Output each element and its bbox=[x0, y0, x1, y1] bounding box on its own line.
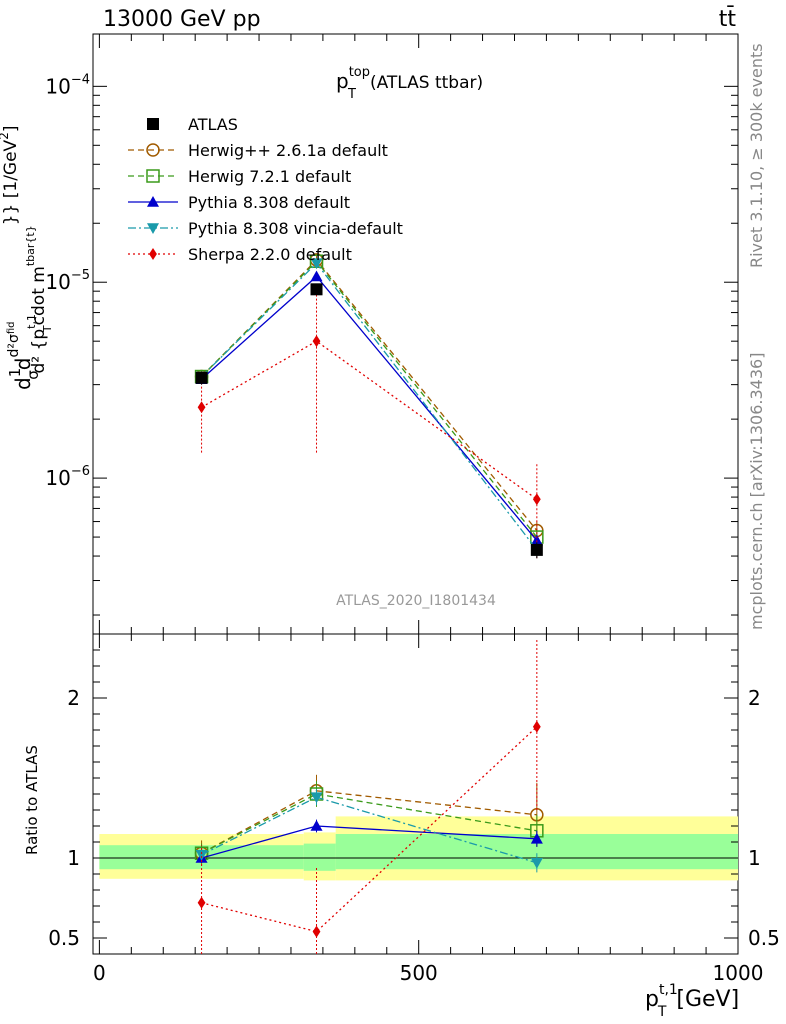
x-tick-label: 500 bbox=[400, 961, 438, 985]
ratio-panel: 0.5 0.5 1 1 2 2 Ratio to ATLAS bbox=[23, 633, 780, 955]
marker-square-filled bbox=[530, 543, 543, 556]
title-sup: top bbox=[349, 65, 370, 80]
ratio-band-green bbox=[303, 843, 336, 871]
main-y-label-text: d1σdd²σfidd² {pt,1 Tcdot mtbar{t}}} [1/Ge… bbox=[0, 126, 54, 390]
main-y-tick-label: 10−6 bbox=[45, 464, 90, 490]
marker-square-filled bbox=[195, 371, 208, 384]
legend-label: Herwig++ 2.6.1a default bbox=[188, 141, 388, 160]
marker-triangle-down-filled bbox=[310, 258, 323, 270]
x-tick-labels: 0 500 1000 bbox=[93, 961, 763, 985]
marker-circle-open bbox=[146, 143, 160, 157]
series-0 bbox=[195, 283, 543, 559]
plot-title: ptop T (ATLAS ttbar) bbox=[336, 65, 483, 102]
x-tick-label: 0 bbox=[93, 961, 106, 985]
marker-diamond-filled bbox=[149, 248, 157, 260]
series-line bbox=[201, 262, 538, 551]
marker-diamond-filled bbox=[312, 335, 321, 348]
legend-label: Pythia 8.308 vincia-default bbox=[188, 219, 403, 238]
marker-diamond-filled bbox=[197, 896, 206, 909]
title-main: p bbox=[336, 69, 349, 93]
marker-square-filled bbox=[310, 283, 323, 296]
legend-label: Herwig 7.2.1 default bbox=[188, 167, 351, 186]
ratio-y-tick-label-right: 1 bbox=[748, 846, 761, 870]
source-label: mcplots.cern.ch [arXiv:1306.3436] bbox=[747, 353, 766, 630]
marker-triangle-up-filled bbox=[147, 196, 159, 207]
marker-triangle-up-filled bbox=[530, 534, 543, 546]
ratio-series-4 bbox=[195, 789, 543, 873]
marker-diamond-filled bbox=[532, 720, 541, 733]
x-axis-label: pt,1 T [GeV] bbox=[645, 982, 739, 1020]
series-3 bbox=[195, 270, 543, 547]
marker-triangle-down-filled bbox=[195, 850, 208, 861]
ratio-y-tick-label: 2 bbox=[67, 686, 80, 710]
title-rest: (ATLAS ttbar) bbox=[370, 73, 483, 93]
series-line bbox=[201, 340, 538, 500]
marker-triangle-up-filled bbox=[310, 820, 323, 831]
legend-label: Pythia 8.308 default bbox=[188, 193, 350, 212]
main-y-tick-label: 10−5 bbox=[45, 268, 90, 294]
legend: ATLAS Herwig++ 2.6.1a default Herwig 7.2.1… bbox=[128, 115, 403, 264]
series-line bbox=[201, 275, 538, 541]
series-1 bbox=[194, 253, 544, 541]
ratio-line bbox=[201, 793, 537, 854]
marker-triangle-down-filled bbox=[147, 223, 159, 234]
main-y-tick-label: 10−4 bbox=[45, 72, 90, 98]
marker-triangle-up-filled bbox=[530, 832, 543, 844]
ratio-y-tick-label-right: 2 bbox=[748, 686, 761, 710]
title-sub: T bbox=[347, 87, 356, 102]
ratio-frame bbox=[92, 633, 739, 955]
main-panel: 10−4 10−5 10−6 ptop T (ATLAS ttbar) ATLAS_20… bbox=[0, 33, 739, 635]
legend-label: Sherpa 2.2.0 default bbox=[188, 245, 352, 264]
marker-square-open bbox=[146, 169, 160, 183]
series-line bbox=[201, 260, 538, 538]
ratio-series-3 bbox=[195, 819, 543, 863]
analysis-label: ATLAS_2020_I1801434 bbox=[336, 593, 496, 609]
marker-square-filled bbox=[147, 118, 159, 130]
marker-diamond-filled bbox=[312, 925, 321, 938]
energy-label: 13000 GeV pp bbox=[103, 7, 261, 32]
ratio-y-tick-label-right: 0.5 bbox=[748, 926, 780, 950]
marker-triangle-down-filled bbox=[310, 792, 323, 804]
ratio-series-5 bbox=[197, 638, 541, 954]
marker-diamond-filled bbox=[197, 401, 206, 414]
series-line bbox=[201, 258, 538, 531]
legend-label: ATLAS bbox=[188, 115, 238, 134]
marker-diamond-filled bbox=[532, 493, 541, 506]
ratio-series-group bbox=[194, 638, 544, 954]
ratio-y-tick-label: 0.5 bbox=[48, 926, 80, 950]
x-tick-label: 1000 bbox=[713, 961, 764, 985]
process-label: tt̄ bbox=[719, 6, 737, 32]
rivet-label: Rivet 3.1.10, ≥ 300k events bbox=[747, 43, 766, 268]
ratio-x-ticks bbox=[98, 634, 739, 954]
main-series-group bbox=[194, 253, 544, 559]
main-x-ticks bbox=[98, 34, 739, 634]
series-5 bbox=[197, 294, 541, 559]
series-4 bbox=[195, 258, 543, 559]
ratio-y-ticks: 0.5 0.5 1 1 2 2 bbox=[48, 633, 780, 955]
ratio-y-label: Ratio to ATLAS bbox=[23, 745, 41, 855]
ratio-y-tick-label: 1 bbox=[67, 846, 80, 870]
marker-triangle-down-filled bbox=[530, 858, 543, 869]
marker-triangle-up-filled bbox=[310, 270, 323, 282]
main-y-label: d1σdd²σfidd² {pt,1 Tcdot mtbar{t}}} [1/Ge… bbox=[0, 126, 54, 390]
series-2 bbox=[194, 254, 544, 547]
main-y-ticks: 10−4 10−5 10−6 bbox=[45, 72, 738, 616]
